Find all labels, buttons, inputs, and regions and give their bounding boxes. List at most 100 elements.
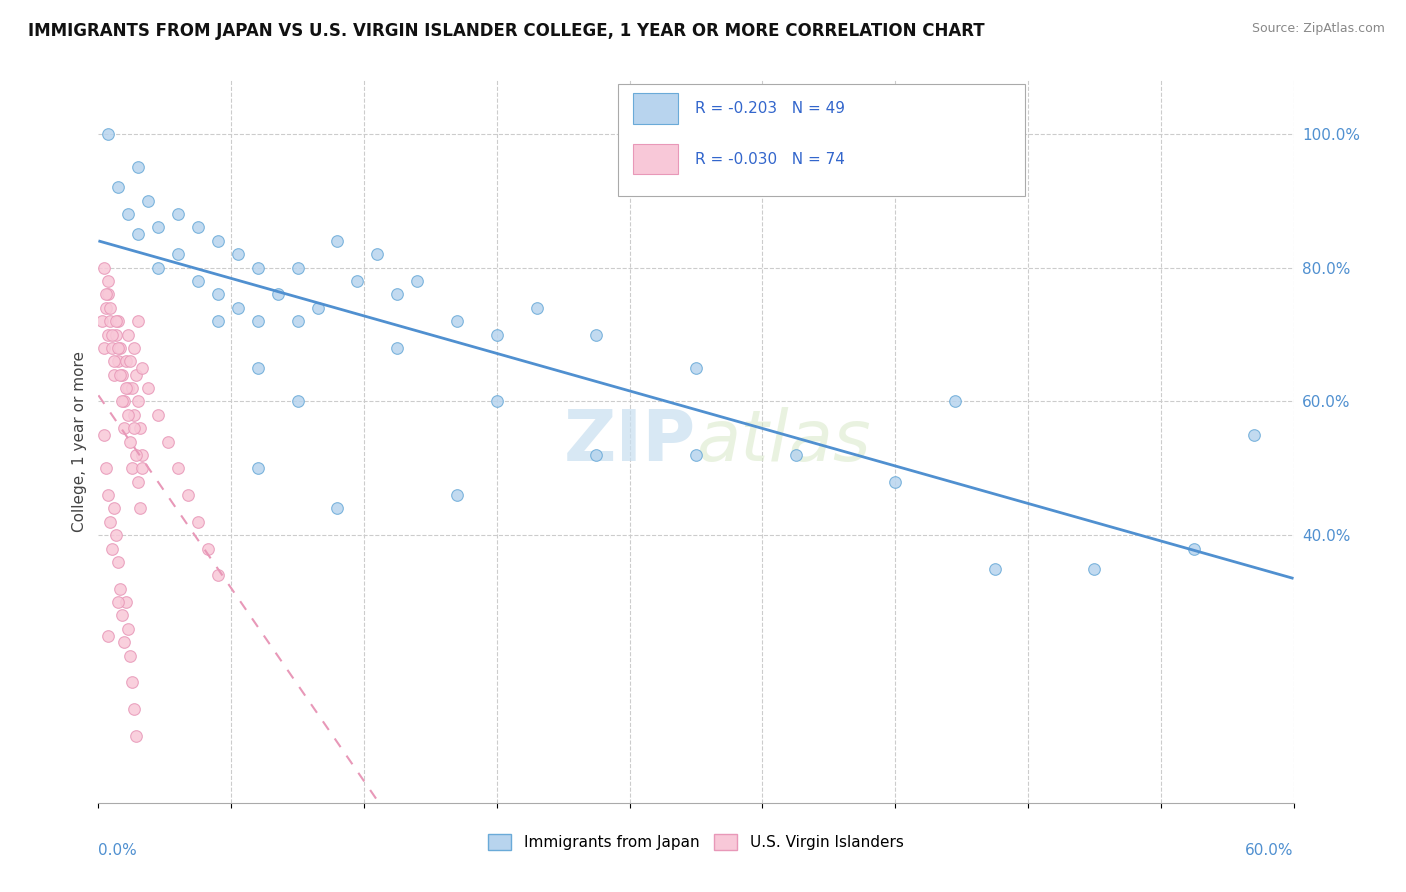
Point — [385, 287, 409, 301]
Point — [121, 381, 143, 395]
Point — [111, 394, 134, 409]
Point — [105, 314, 128, 328]
Point — [226, 247, 249, 261]
Point — [148, 220, 170, 235]
Point — [167, 461, 190, 475]
Point — [127, 161, 149, 175]
Point — [585, 327, 607, 342]
Point — [226, 301, 249, 315]
Point — [526, 301, 548, 315]
Point — [446, 314, 468, 328]
Point — [97, 628, 120, 642]
Point — [127, 227, 149, 242]
Point — [1243, 427, 1265, 442]
Point — [685, 361, 707, 376]
Point — [98, 314, 122, 328]
Point — [124, 341, 146, 355]
Point — [1083, 562, 1105, 576]
Point — [131, 448, 153, 462]
Y-axis label: College, 1 year or more: College, 1 year or more — [72, 351, 87, 532]
Point — [246, 314, 269, 328]
Point — [287, 394, 309, 409]
Point — [187, 515, 209, 529]
Point — [97, 274, 120, 288]
Point — [117, 327, 139, 342]
Point — [127, 314, 149, 328]
Point — [307, 301, 329, 315]
Text: IMMIGRANTS FROM JAPAN VS U.S. VIRGIN ISLANDER COLLEGE, 1 YEAR OR MORE CORRELATIO: IMMIGRANTS FROM JAPAN VS U.S. VIRGIN ISL… — [28, 22, 984, 40]
Point — [127, 475, 149, 489]
Point — [125, 368, 148, 382]
Point — [136, 194, 159, 208]
Point — [91, 314, 114, 328]
Point — [107, 314, 129, 328]
Point — [98, 301, 122, 315]
Point — [943, 394, 966, 409]
Point — [96, 287, 118, 301]
Point — [326, 234, 349, 248]
Point — [121, 675, 143, 690]
Point — [96, 301, 118, 315]
Point — [287, 314, 309, 328]
Point — [125, 729, 148, 743]
Point — [685, 448, 707, 462]
Point — [385, 341, 409, 355]
Point — [120, 434, 142, 449]
Point — [103, 368, 125, 382]
Point — [131, 361, 153, 376]
Point — [246, 260, 269, 275]
Point — [1182, 541, 1205, 556]
Point — [110, 368, 132, 382]
Point — [97, 488, 120, 502]
Point — [98, 515, 122, 529]
Point — [127, 394, 149, 409]
Point — [485, 394, 508, 409]
Point — [157, 434, 180, 449]
Point — [207, 287, 229, 301]
Point — [136, 381, 159, 395]
Text: atlas: atlas — [696, 407, 870, 476]
Point — [107, 341, 129, 355]
Point — [120, 354, 142, 368]
Point — [107, 595, 129, 609]
Point — [485, 327, 508, 342]
Legend: Immigrants from Japan, U.S. Virgin Islanders: Immigrants from Japan, U.S. Virgin Islan… — [482, 829, 910, 856]
Point — [129, 421, 152, 435]
Text: 60.0%: 60.0% — [1246, 843, 1294, 857]
Point — [129, 501, 152, 516]
Point — [207, 234, 229, 248]
Point — [446, 488, 468, 502]
Point — [125, 448, 148, 462]
Point — [117, 381, 139, 395]
Point — [187, 220, 209, 235]
Point — [93, 341, 115, 355]
Point — [124, 702, 146, 716]
Point — [884, 475, 907, 489]
Point — [97, 327, 120, 342]
Point — [101, 341, 124, 355]
Text: R = -0.030   N = 74: R = -0.030 N = 74 — [695, 152, 845, 167]
Point — [97, 287, 120, 301]
Point — [167, 247, 190, 261]
Point — [120, 648, 142, 663]
Text: R = -0.203   N = 49: R = -0.203 N = 49 — [695, 101, 845, 116]
Text: ZIP: ZIP — [564, 407, 696, 476]
Point — [177, 488, 200, 502]
Point — [131, 461, 153, 475]
Point — [267, 287, 290, 301]
Point — [246, 461, 269, 475]
FancyBboxPatch shape — [633, 94, 678, 124]
Point — [107, 354, 129, 368]
Point — [117, 408, 139, 422]
Point — [93, 427, 115, 442]
Point — [101, 327, 124, 342]
Point — [115, 595, 138, 609]
Point — [187, 274, 209, 288]
FancyBboxPatch shape — [619, 84, 1025, 196]
Point — [585, 448, 607, 462]
Point — [148, 260, 170, 275]
Point — [93, 260, 115, 275]
Point — [167, 207, 190, 221]
Point — [207, 568, 229, 582]
Text: 0.0%: 0.0% — [98, 843, 138, 857]
